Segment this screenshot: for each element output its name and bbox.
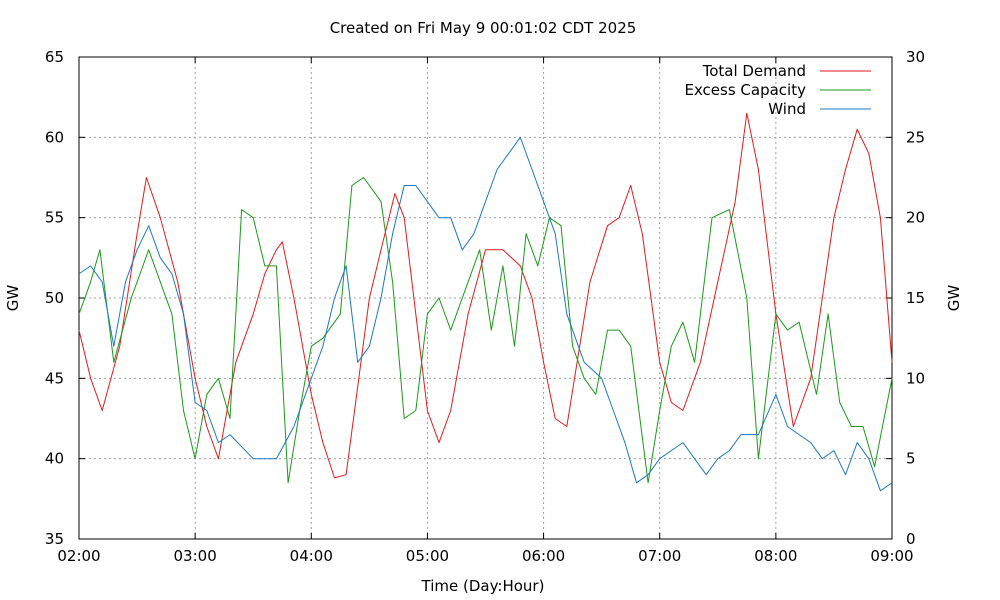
y-tick-label: 65 [45, 48, 64, 66]
x-tick-label: 05:00 [406, 547, 449, 565]
legend-label-total-demand: Total Demand [702, 62, 806, 80]
y-tick-label: 35 [45, 530, 64, 548]
y2-tick-label: 30 [906, 48, 925, 66]
y2-tick-label: 20 [906, 209, 925, 227]
x-axis-label: Time (Day:Hour) [421, 577, 545, 595]
y-tick-label: 40 [45, 450, 64, 468]
x-tick-label: 09:00 [870, 547, 913, 565]
x-tick-label: 03:00 [174, 547, 217, 565]
x-tick-label: 07:00 [638, 547, 681, 565]
x-tick-label: 04:00 [290, 547, 333, 565]
x-tick-label: 06:00 [522, 547, 565, 565]
y2-axis-label: GW [945, 285, 963, 312]
x-tick-label: 08:00 [754, 547, 797, 565]
y-tick-label: 55 [45, 209, 64, 227]
y-tick-label: 50 [45, 289, 64, 307]
x-tick-label: 02:00 [57, 547, 100, 565]
y-tick-label: 45 [45, 369, 64, 387]
y2-tick-label: 10 [906, 369, 925, 387]
y2-tick-label: 0 [906, 530, 916, 548]
series-line-excess-capacity [78, 177, 893, 484]
series-line-total-demand [78, 112, 893, 479]
axis-ticks: 02:00 03:00 04:00 05:00 06:00 07:00 08:00 09:00… [45, 48, 925, 565]
series-line-wind [78, 136, 893, 492]
y2-tick-label: 25 [906, 128, 925, 146]
y2-tick-label: 5 [906, 450, 916, 468]
legend-label-excess-capacity: Excess Capacity [684, 81, 806, 99]
chart-title: Created on Fri May 9 00:01:02 CDT 2025 [330, 19, 637, 37]
series-lines [78, 112, 893, 492]
y2-tick-label: 15 [906, 289, 925, 307]
y-tick-label: 60 [45, 128, 64, 146]
grid-lines [79, 57, 892, 539]
legend-label-wind: Wind [768, 100, 806, 118]
y-axis-label: GW [4, 285, 22, 312]
